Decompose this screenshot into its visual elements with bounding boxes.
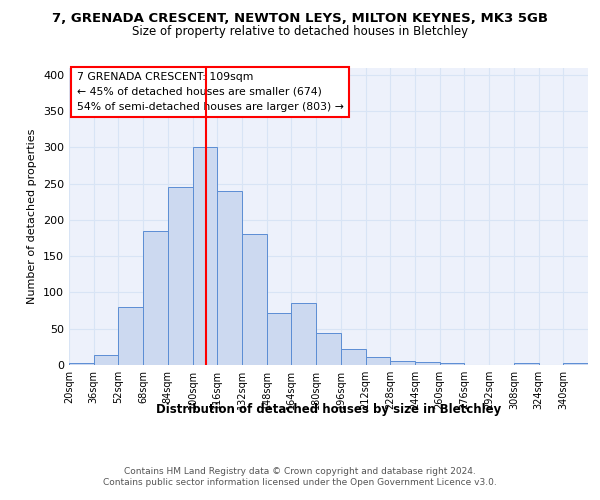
Bar — [390, 362, 415, 365]
Text: Distribution of detached houses by size in Bletchley: Distribution of detached houses by size … — [156, 402, 502, 415]
Bar — [69, 363, 94, 365]
Bar — [316, 333, 341, 365]
Bar — [118, 307, 143, 365]
Bar — [365, 357, 390, 365]
Bar — [341, 349, 365, 365]
Bar — [563, 363, 588, 365]
Text: 7, GRENADA CRESCENT, NEWTON LEYS, MILTON KEYNES, MK3 5GB: 7, GRENADA CRESCENT, NEWTON LEYS, MILTON… — [52, 12, 548, 26]
Text: Size of property relative to detached houses in Bletchley: Size of property relative to detached ho… — [132, 25, 468, 38]
Text: 7 GRENADA CRESCENT: 109sqm
← 45% of detached houses are smaller (674)
54% of sem: 7 GRENADA CRESCENT: 109sqm ← 45% of deta… — [77, 72, 344, 112]
Bar — [514, 363, 539, 365]
Bar — [267, 313, 292, 365]
Bar — [415, 362, 440, 365]
Y-axis label: Number of detached properties: Number of detached properties — [28, 128, 37, 304]
Bar — [168, 187, 193, 365]
Bar — [217, 191, 242, 365]
Bar — [143, 231, 168, 365]
Text: Contains HM Land Registry data © Crown copyright and database right 2024.
Contai: Contains HM Land Registry data © Crown c… — [103, 468, 497, 487]
Bar — [292, 302, 316, 365]
Bar — [242, 234, 267, 365]
Bar — [193, 148, 217, 365]
Bar — [94, 355, 118, 365]
Bar — [440, 363, 464, 365]
